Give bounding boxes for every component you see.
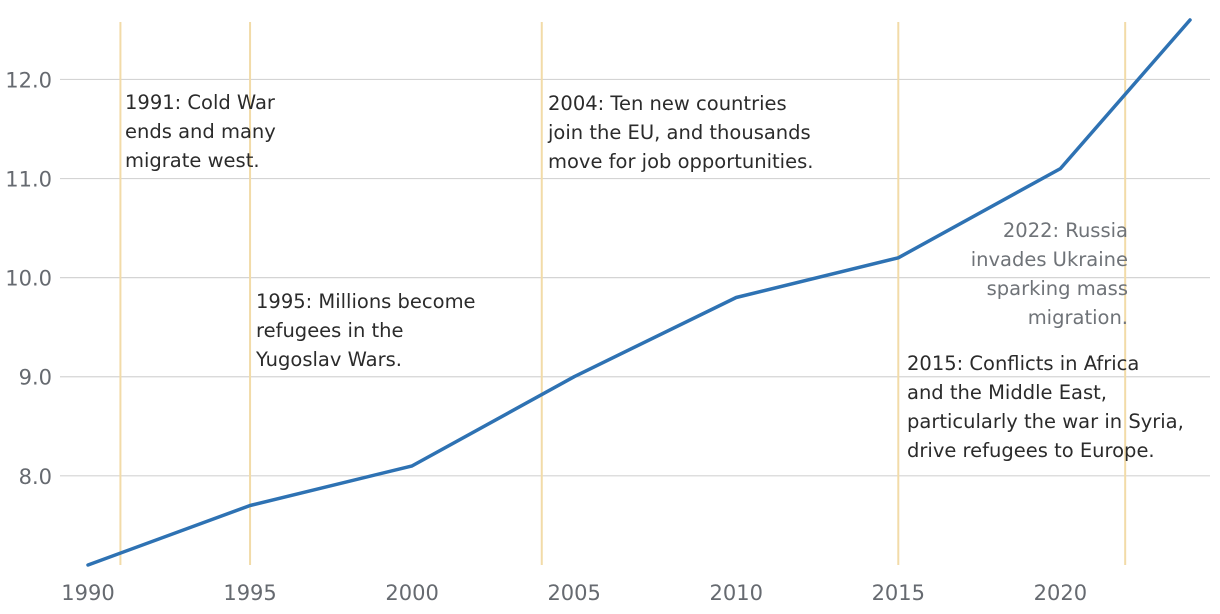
annotation-1991: 1991: Cold War ends and many migrate wes… — [125, 88, 276, 175]
x-tick-label: 2005 — [547, 581, 600, 605]
annotation-line: join the EU, and thousands — [548, 121, 811, 144]
annotation-line: and the Middle East, — [907, 381, 1107, 404]
annotation-2004: 2004: Ten new countries join the EU, and… — [548, 89, 813, 176]
annotation-line: particularly the war in Syria, — [907, 410, 1184, 433]
event-marker-lines — [119, 22, 1127, 565]
x-tick-label: 2020 — [1034, 581, 1087, 605]
x-tick-label: 2015 — [872, 581, 925, 605]
series-line — [86, 18, 1192, 567]
x-tick-label: 1990 — [61, 581, 114, 605]
y-tick-label: 12.0 — [5, 68, 52, 92]
annotation-line: Yugoslav Wars. — [256, 348, 402, 371]
annotation-2015: 2015: Conflicts in Africa and the Middle… — [907, 349, 1184, 465]
annotation-line: 2004: Ten new countries — [548, 92, 787, 115]
y-tick-label: 9.0 — [19, 366, 52, 390]
annotation-line: 2015: Conflicts in Africa — [907, 352, 1140, 375]
y-tick-label: 11.0 — [5, 168, 52, 192]
annotation-2022: 2022: Russia invades Ukraine sparking ma… — [920, 216, 1128, 332]
grid-lines — [60, 78, 1210, 477]
y-axis: 8.0 9.0 10.0 11.0 12.0 — [5, 68, 52, 488]
annotation-line: ends and many — [125, 120, 276, 143]
annotation-line: 2022: Russia — [1002, 219, 1128, 242]
annotation-line: sparking mass — [986, 277, 1128, 300]
annotation-line: migration. — [1027, 306, 1128, 329]
annotation-1995: 1995: Millions become refugees in the Yu… — [256, 287, 476, 374]
x-tick-label: 2000 — [385, 581, 438, 605]
series-layer — [86, 18, 1192, 567]
x-axis: 1990 1995 2000 2005 2010 2015 2020 — [61, 581, 1087, 605]
annotation-line: move for job opportunities. — [548, 150, 814, 173]
x-tick-label: 1995 — [223, 581, 276, 605]
y-tick-label: 10.0 — [5, 267, 52, 291]
annotation-line: drive refugees to Europe. — [907, 439, 1155, 462]
annotation-line: refugees in the — [256, 319, 404, 342]
x-tick-label: 2010 — [710, 581, 763, 605]
annotation-line: 1991: Cold War — [125, 91, 275, 114]
annotation-line: migrate west. — [125, 149, 260, 172]
annotation-line: 1995: Millions become — [256, 290, 476, 313]
y-tick-label: 8.0 — [19, 465, 52, 489]
annotation-line: invades Ukraine — [970, 248, 1128, 271]
